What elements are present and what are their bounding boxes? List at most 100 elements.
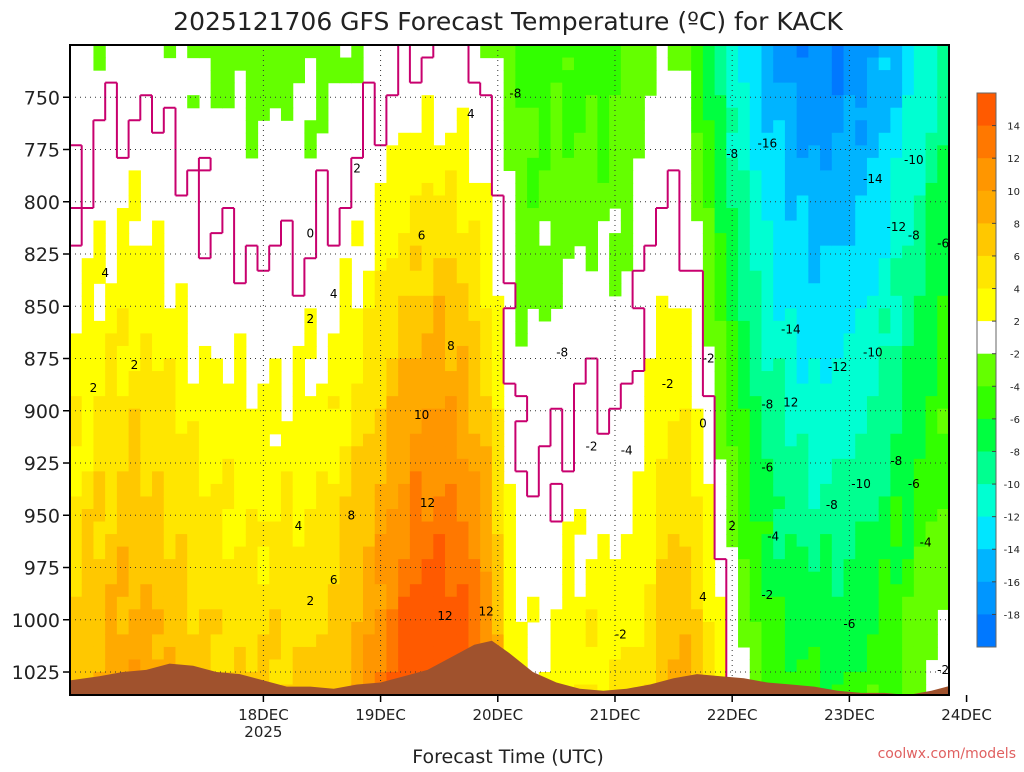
field-cell xyxy=(937,521,949,535)
field-cell xyxy=(902,371,915,385)
field-cell xyxy=(456,195,470,209)
field-cell xyxy=(609,95,622,109)
field-cell xyxy=(163,534,177,548)
field-cell xyxy=(421,559,434,573)
field-cell xyxy=(550,659,563,673)
field-cell xyxy=(714,358,727,372)
field-cell xyxy=(210,446,223,460)
field-cell xyxy=(691,596,704,610)
field-cell xyxy=(187,408,200,422)
field-cell xyxy=(280,534,294,548)
field-cell xyxy=(503,70,516,84)
field-cell xyxy=(187,458,200,472)
field-cell xyxy=(855,70,868,84)
field-cell xyxy=(152,358,165,372)
field-cell xyxy=(808,295,821,309)
field-cell xyxy=(620,646,634,661)
field-cell xyxy=(409,220,423,234)
field-cell xyxy=(105,408,118,422)
field-cell xyxy=(398,659,411,673)
field-cell xyxy=(386,396,399,410)
field-cell xyxy=(597,596,610,610)
field-cell xyxy=(902,596,915,610)
field-cell xyxy=(152,283,165,297)
field-cell xyxy=(913,70,927,84)
field-cell xyxy=(679,433,692,447)
field-cell xyxy=(234,383,247,397)
field-cell xyxy=(714,421,727,435)
field-cell xyxy=(292,458,305,472)
field-cell xyxy=(363,308,376,322)
field-cell xyxy=(890,107,903,121)
field-cell xyxy=(140,534,153,548)
field-cell xyxy=(679,57,692,71)
field-cell xyxy=(937,70,949,84)
field-cell xyxy=(421,358,434,372)
field-cell xyxy=(749,634,763,648)
field-cell xyxy=(808,258,821,272)
field-cell xyxy=(468,609,481,623)
contour-label: -2 xyxy=(703,352,715,366)
credit-text[interactable]: coolwx.com/models xyxy=(878,746,1016,762)
field-cell xyxy=(632,609,645,623)
field-cell xyxy=(855,584,868,598)
field-cell xyxy=(304,521,317,535)
field-cell xyxy=(609,245,622,259)
field-cell xyxy=(421,195,434,209)
contour-label: -8 xyxy=(826,498,838,512)
field-cell xyxy=(784,634,798,648)
y-tick-label: 850 xyxy=(24,296,60,318)
field-cell xyxy=(456,396,470,410)
field-cell xyxy=(808,471,821,485)
field-cell xyxy=(386,634,399,648)
field-cell xyxy=(831,208,845,222)
field-cell xyxy=(855,45,868,59)
field-cell xyxy=(93,458,106,472)
field-cell xyxy=(81,559,95,573)
y-tick-label: 950 xyxy=(24,505,60,527)
field-cell xyxy=(433,546,446,560)
field-cell xyxy=(363,270,376,284)
field-cell xyxy=(714,320,727,335)
field-cell xyxy=(620,45,634,59)
field-cell xyxy=(855,546,868,560)
field-cell xyxy=(198,483,212,498)
field-cell xyxy=(773,95,786,109)
field-cell xyxy=(644,383,657,397)
field-cell xyxy=(421,521,434,535)
field-cell xyxy=(304,308,317,322)
field-cell xyxy=(480,245,493,259)
field-cell xyxy=(280,672,294,686)
field-cell xyxy=(292,446,305,460)
contour-label: -8 xyxy=(509,86,521,100)
field-cell xyxy=(93,333,106,347)
field-cell xyxy=(81,308,95,322)
field-cell xyxy=(491,521,505,535)
field-cell xyxy=(925,546,938,560)
field-cell xyxy=(292,521,305,535)
field-cell xyxy=(585,609,598,623)
field-cell xyxy=(105,471,118,485)
field-cell xyxy=(843,621,856,635)
field-cell xyxy=(937,333,949,347)
field-cell xyxy=(831,70,845,84)
field-cell xyxy=(808,82,821,96)
field-cell xyxy=(70,596,83,610)
field-cell xyxy=(773,433,786,447)
field-cell xyxy=(433,295,446,309)
field-cell xyxy=(878,609,891,623)
field-cell xyxy=(573,182,587,197)
field-cell xyxy=(597,82,610,96)
field-cell xyxy=(550,634,563,648)
field-cell xyxy=(480,496,493,510)
field-cell xyxy=(140,584,153,598)
field-cell xyxy=(784,283,798,297)
field-cell xyxy=(234,571,247,585)
field-cell xyxy=(339,546,352,560)
field-cell xyxy=(890,145,903,159)
field-cell xyxy=(843,521,856,535)
field-cell xyxy=(480,371,493,385)
field-cell xyxy=(292,546,305,560)
field-cell xyxy=(878,220,891,234)
